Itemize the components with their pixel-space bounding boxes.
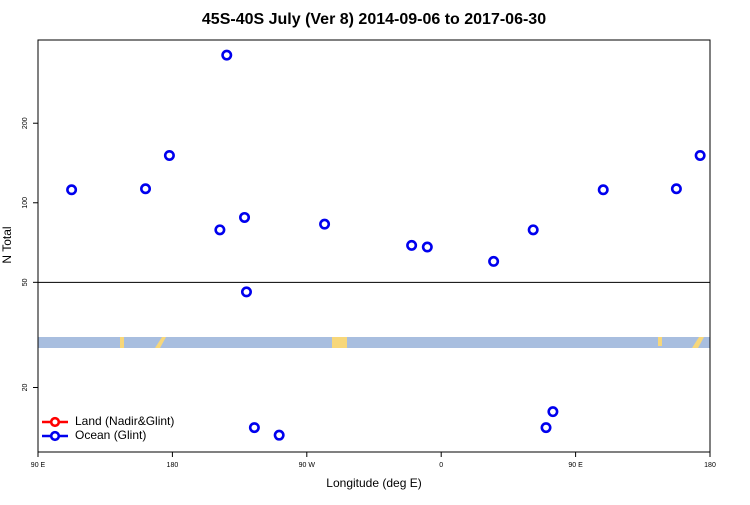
- land-patch: [692, 337, 704, 348]
- x-axis-label: Longitude (deg E): [326, 476, 421, 490]
- x-tick-label: 180: [704, 462, 716, 469]
- land-patch: [120, 337, 124, 348]
- x-tick-label: 180: [167, 462, 179, 469]
- legend-label: Ocean (Glint): [75, 428, 146, 442]
- legend-label: Land (Nadir&Glint): [75, 414, 174, 428]
- legend-marker: [49, 430, 61, 442]
- y-tick-label: 200: [22, 117, 29, 129]
- point: [163, 149, 175, 161]
- point: [66, 184, 78, 196]
- ocean-strip: [38, 337, 710, 348]
- point: [221, 49, 233, 61]
- y-tick-label: 20: [22, 383, 29, 391]
- point: [670, 183, 682, 195]
- point: [694, 149, 706, 161]
- chart-title: 45S-40S July (Ver 8) 2014-09-06 to 2017-…: [202, 11, 546, 28]
- point: [547, 406, 559, 418]
- plot-frame: [37, 39, 711, 453]
- y-axis-label: N Total: [0, 226, 14, 263]
- point: [488, 255, 500, 267]
- land-patch: [658, 337, 662, 346]
- point: [240, 286, 252, 298]
- point: [319, 218, 331, 230]
- point: [239, 211, 251, 223]
- point: [597, 184, 609, 196]
- x-tick-label: 90 E: [568, 462, 583, 469]
- point: [214, 224, 226, 236]
- y-tick-label: 100: [22, 197, 29, 209]
- point: [273, 429, 285, 441]
- map-strip: [38, 337, 710, 348]
- point: [421, 241, 433, 253]
- land-patch: [155, 337, 166, 348]
- x-tick-label: 90 E: [31, 462, 46, 469]
- land-patch: [332, 337, 347, 348]
- x-tick-label: 90 W: [299, 462, 316, 469]
- legend-marker: [49, 416, 61, 428]
- x-tick-label: 0: [439, 462, 443, 469]
- point: [406, 239, 418, 251]
- point: [140, 183, 152, 195]
- y-tick-label: 50: [22, 278, 29, 286]
- point: [248, 422, 260, 434]
- point: [527, 224, 539, 236]
- point: [540, 422, 552, 434]
